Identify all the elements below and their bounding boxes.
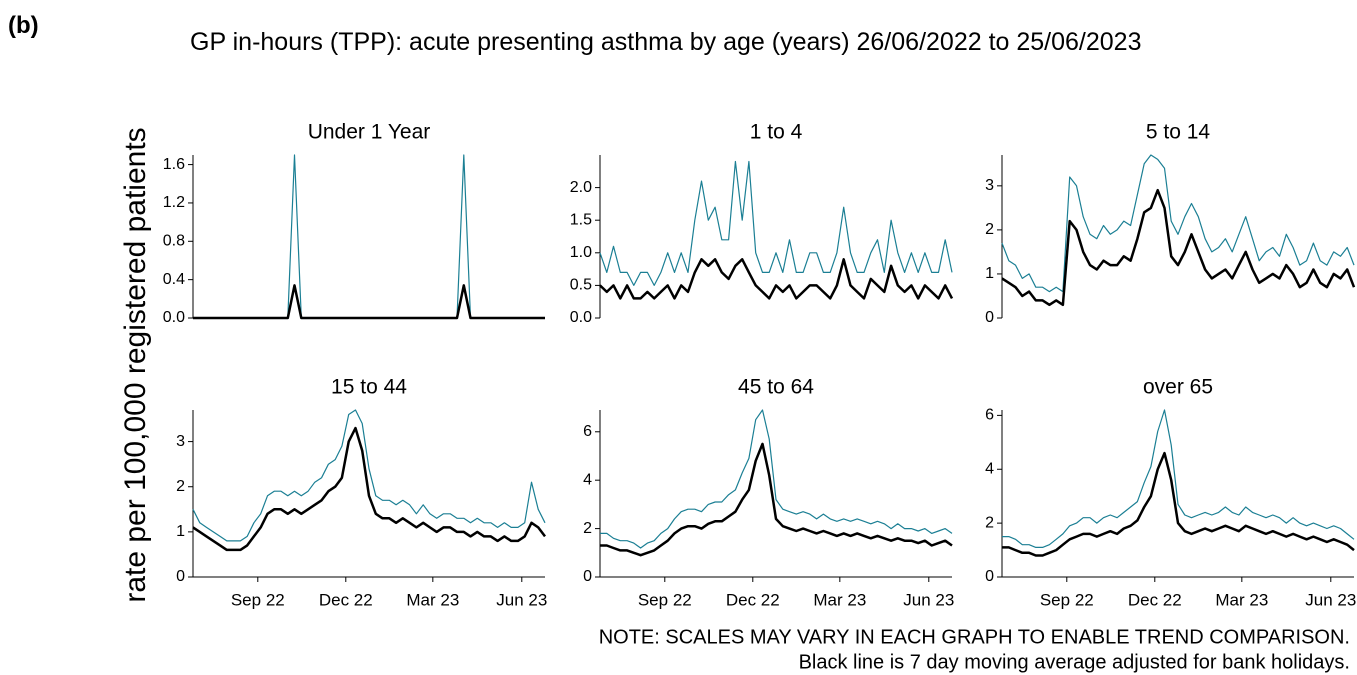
series-line bbox=[193, 284, 545, 320]
y-tick-label: 0 bbox=[985, 568, 994, 585]
y-tick-label: 0 bbox=[176, 568, 185, 585]
series-line bbox=[1002, 409, 1355, 548]
series-line bbox=[599, 160, 953, 286]
y-tick-label: 1.5 bbox=[570, 211, 592, 228]
y-tick-label: 2.0 bbox=[570, 179, 592, 196]
y-tick-label: 1.0 bbox=[570, 244, 592, 261]
panel-title: 1 to 4 bbox=[750, 121, 803, 144]
series-line bbox=[600, 409, 953, 549]
x-tick-label: Mar 23 bbox=[1215, 590, 1268, 609]
series-line bbox=[192, 409, 546, 542]
chart-title: GP in-hours (TPP): acute presenting asth… bbox=[190, 28, 1142, 56]
panel-label: (b) bbox=[8, 12, 39, 39]
panel-title: Under 1 Year bbox=[308, 121, 431, 144]
y-tick-label: 3 bbox=[176, 433, 185, 450]
y-tick-label: 6 bbox=[985, 407, 994, 424]
y-tick-label: 3 bbox=[985, 177, 994, 194]
x-tick-label: Sep 22 bbox=[231, 590, 285, 609]
y-tick-label: 6 bbox=[583, 423, 592, 440]
series-line bbox=[599, 258, 954, 300]
y-tick-label: 0.0 bbox=[570, 309, 592, 326]
series-line bbox=[1001, 154, 1355, 293]
note: Black line is 7 day moving average adjus… bbox=[799, 651, 1350, 673]
panel-title: 15 to 44 bbox=[331, 376, 407, 399]
y-tick-label: 2 bbox=[176, 478, 185, 495]
y-tick-label: 4 bbox=[985, 460, 994, 477]
y-tick-label: 2 bbox=[985, 514, 994, 531]
y-tick-label: 2 bbox=[985, 221, 994, 238]
y-tick-label: 0.0 bbox=[163, 309, 185, 326]
y-tick-label: 0.5 bbox=[570, 277, 592, 294]
x-tick-label: Jun 23 bbox=[1305, 590, 1356, 609]
y-tick-label: 0.4 bbox=[163, 271, 185, 288]
x-tick-label: Mar 23 bbox=[406, 590, 459, 609]
series-line bbox=[193, 154, 545, 319]
y-tick-label: 2 bbox=[583, 520, 592, 537]
panel-title: 5 to 14 bbox=[1146, 121, 1211, 144]
y-tick-label: 1 bbox=[985, 265, 994, 282]
y-tick-label: 1 bbox=[176, 523, 185, 540]
x-tick-label: Jun 23 bbox=[903, 590, 954, 609]
x-tick-label: Sep 22 bbox=[638, 590, 692, 609]
y-tick-label: 0.8 bbox=[163, 233, 185, 250]
x-tick-label: Jun 23 bbox=[496, 590, 547, 609]
y-tick-label: 4 bbox=[583, 471, 592, 488]
x-tick-label: Sep 22 bbox=[1040, 590, 1094, 609]
y-tick-label: 0 bbox=[583, 568, 592, 585]
y-tick-label: 0 bbox=[985, 309, 994, 326]
note: NOTE: SCALES MAY VARY IN EACH GRAPH TO E… bbox=[599, 626, 1350, 648]
y-axis-label: rate per 100,000 registered patients bbox=[119, 127, 152, 602]
x-tick-label: Dec 22 bbox=[319, 590, 373, 609]
panel-title: 45 to 64 bbox=[738, 376, 814, 399]
panel-title: over 65 bbox=[1143, 376, 1213, 399]
series-line bbox=[600, 442, 953, 557]
series-line bbox=[1002, 451, 1355, 557]
y-tick-label: 1.2 bbox=[163, 194, 185, 211]
x-tick-label: Dec 22 bbox=[726, 590, 780, 609]
x-tick-label: Mar 23 bbox=[813, 590, 866, 609]
series-line bbox=[192, 426, 546, 552]
y-tick-label: 1.6 bbox=[163, 156, 185, 173]
x-tick-label: Dec 22 bbox=[1128, 590, 1182, 609]
series-line bbox=[1001, 188, 1356, 307]
